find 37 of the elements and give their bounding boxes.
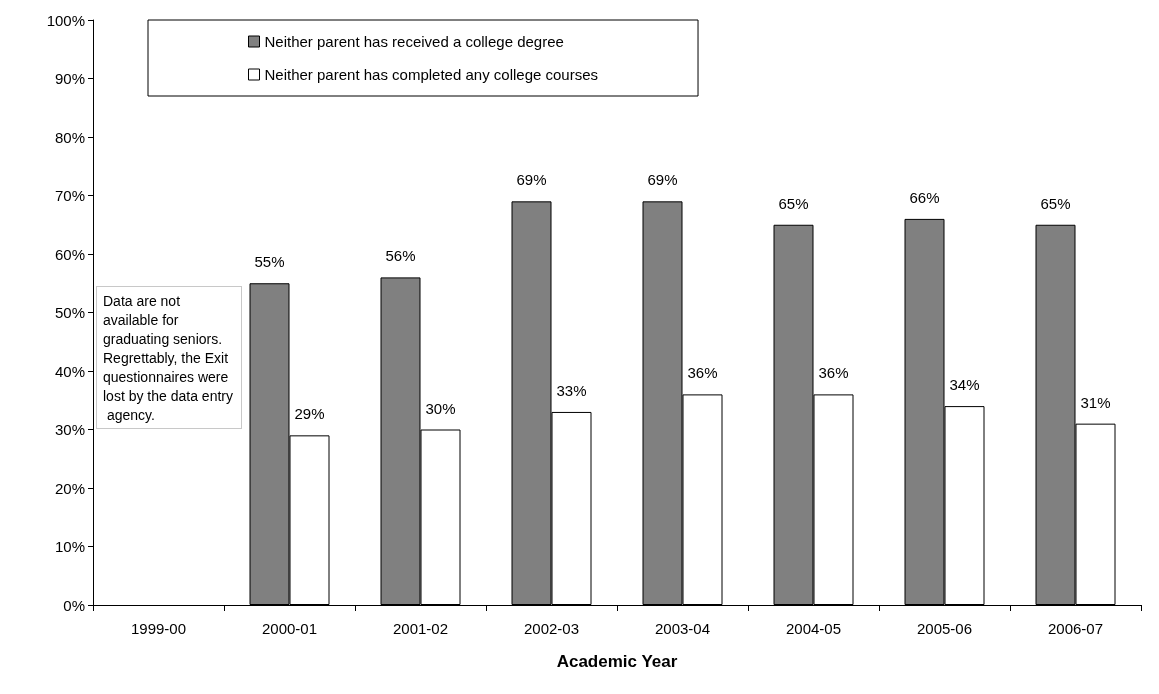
y-tick-label: 70% (54, 187, 85, 204)
x-tick-label: 2006-07 (1047, 620, 1104, 637)
data-label: 66% (909, 188, 940, 206)
x-tick-label: 2002-03 (523, 620, 580, 637)
data-label: 36% (687, 364, 718, 382)
data-label: 55% (254, 253, 285, 271)
data-label: 33% (556, 381, 587, 399)
data-label: 30% (425, 399, 456, 417)
y-tick-label: 50% (54, 304, 85, 321)
y-tick-label: 90% (54, 70, 85, 87)
x-tick-label: 2004-05 (785, 620, 842, 637)
y-tick-label: 30% (54, 421, 85, 438)
legend-label: Neither parent has completed any college courses (264, 66, 599, 83)
x-axis-title: Academic Year (556, 652, 678, 671)
y-tick-label: 80% (54, 128, 85, 146)
data-label: 29% (294, 405, 325, 423)
data-label: 69% (516, 171, 547, 189)
y-tick-label: 10% (54, 538, 85, 555)
data-label: 36% (818, 364, 849, 382)
x-tick-label: 2005-06 (916, 620, 973, 637)
data-label: 65% (778, 194, 809, 212)
data-label: 69% (647, 171, 678, 189)
y-tick-label: 60% (54, 245, 85, 263)
y-tick-label: 100% (46, 11, 85, 29)
data-label: 56% (385, 247, 416, 265)
y-tick-label: 40% (54, 362, 85, 380)
y-tick-label: 20% (54, 479, 85, 497)
x-tick-label: 2000-01 (261, 620, 318, 637)
legend-label: Neither parent has received a college degree (264, 33, 564, 50)
x-tick-label: 2001-02 (392, 620, 449, 637)
data-label: 31% (1080, 393, 1111, 411)
x-tick-label: 2003-04 (654, 620, 711, 637)
data-label: 34% (949, 376, 980, 394)
data-label: 65% (1040, 194, 1071, 212)
y-tick-label: 0% (63, 596, 85, 614)
x-tick-label: 1999-00 (130, 620, 187, 637)
annotation: Data are not available for graduating seniors. Regrettably, the Exit questionnaires were lost by the data entry agency. (103, 292, 233, 423)
